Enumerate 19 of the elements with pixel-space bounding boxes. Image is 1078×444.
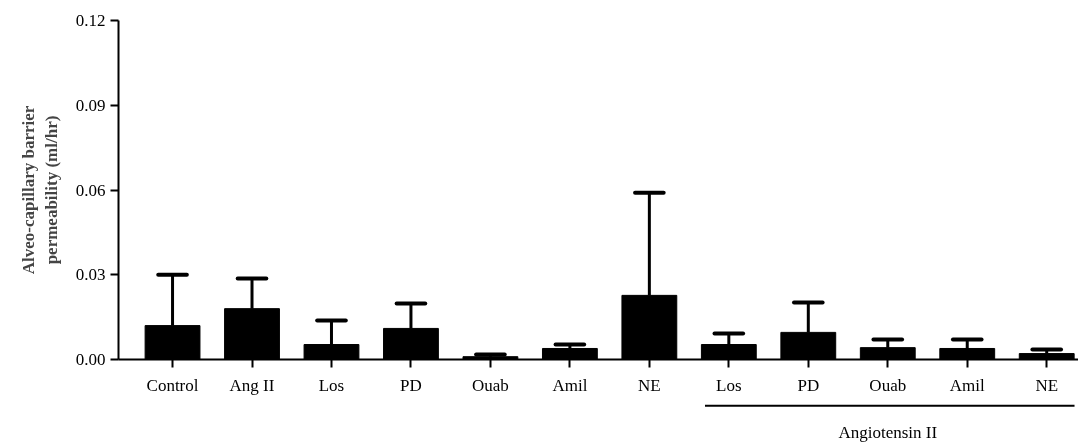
text: Angiotensin II [838, 423, 938, 443]
y-tick-label: 0.06 [75, 180, 106, 200]
y-tick-label: 0.03 [75, 265, 106, 285]
y-tick-label: 0.12 [75, 11, 106, 30]
x-tick-label: NE [638, 375, 661, 395]
x-tick-label: Los [716, 375, 742, 395]
x-tick-label: Ang II [229, 375, 275, 395]
x-tick-label: Los [318, 375, 345, 395]
x-tick-label: NE [1035, 375, 1059, 395]
y-tick-label: 0.00 [75, 350, 106, 369]
x-tick-label: Amil [949, 375, 985, 395]
x-tick-label: Ouab [472, 375, 509, 395]
y-axis-title: Alveo-capillary barrier permeability (ml/hr) [18, 105, 61, 275]
x-tick-label: Ouab [869, 375, 907, 395]
x-tick-label: Amil [552, 375, 588, 395]
y-tick-label: 0.09 [75, 95, 106, 115]
x-tick-label: Control [146, 375, 199, 395]
x-tick-label: PD [797, 375, 820, 395]
x-tick-label: PD [400, 375, 422, 395]
